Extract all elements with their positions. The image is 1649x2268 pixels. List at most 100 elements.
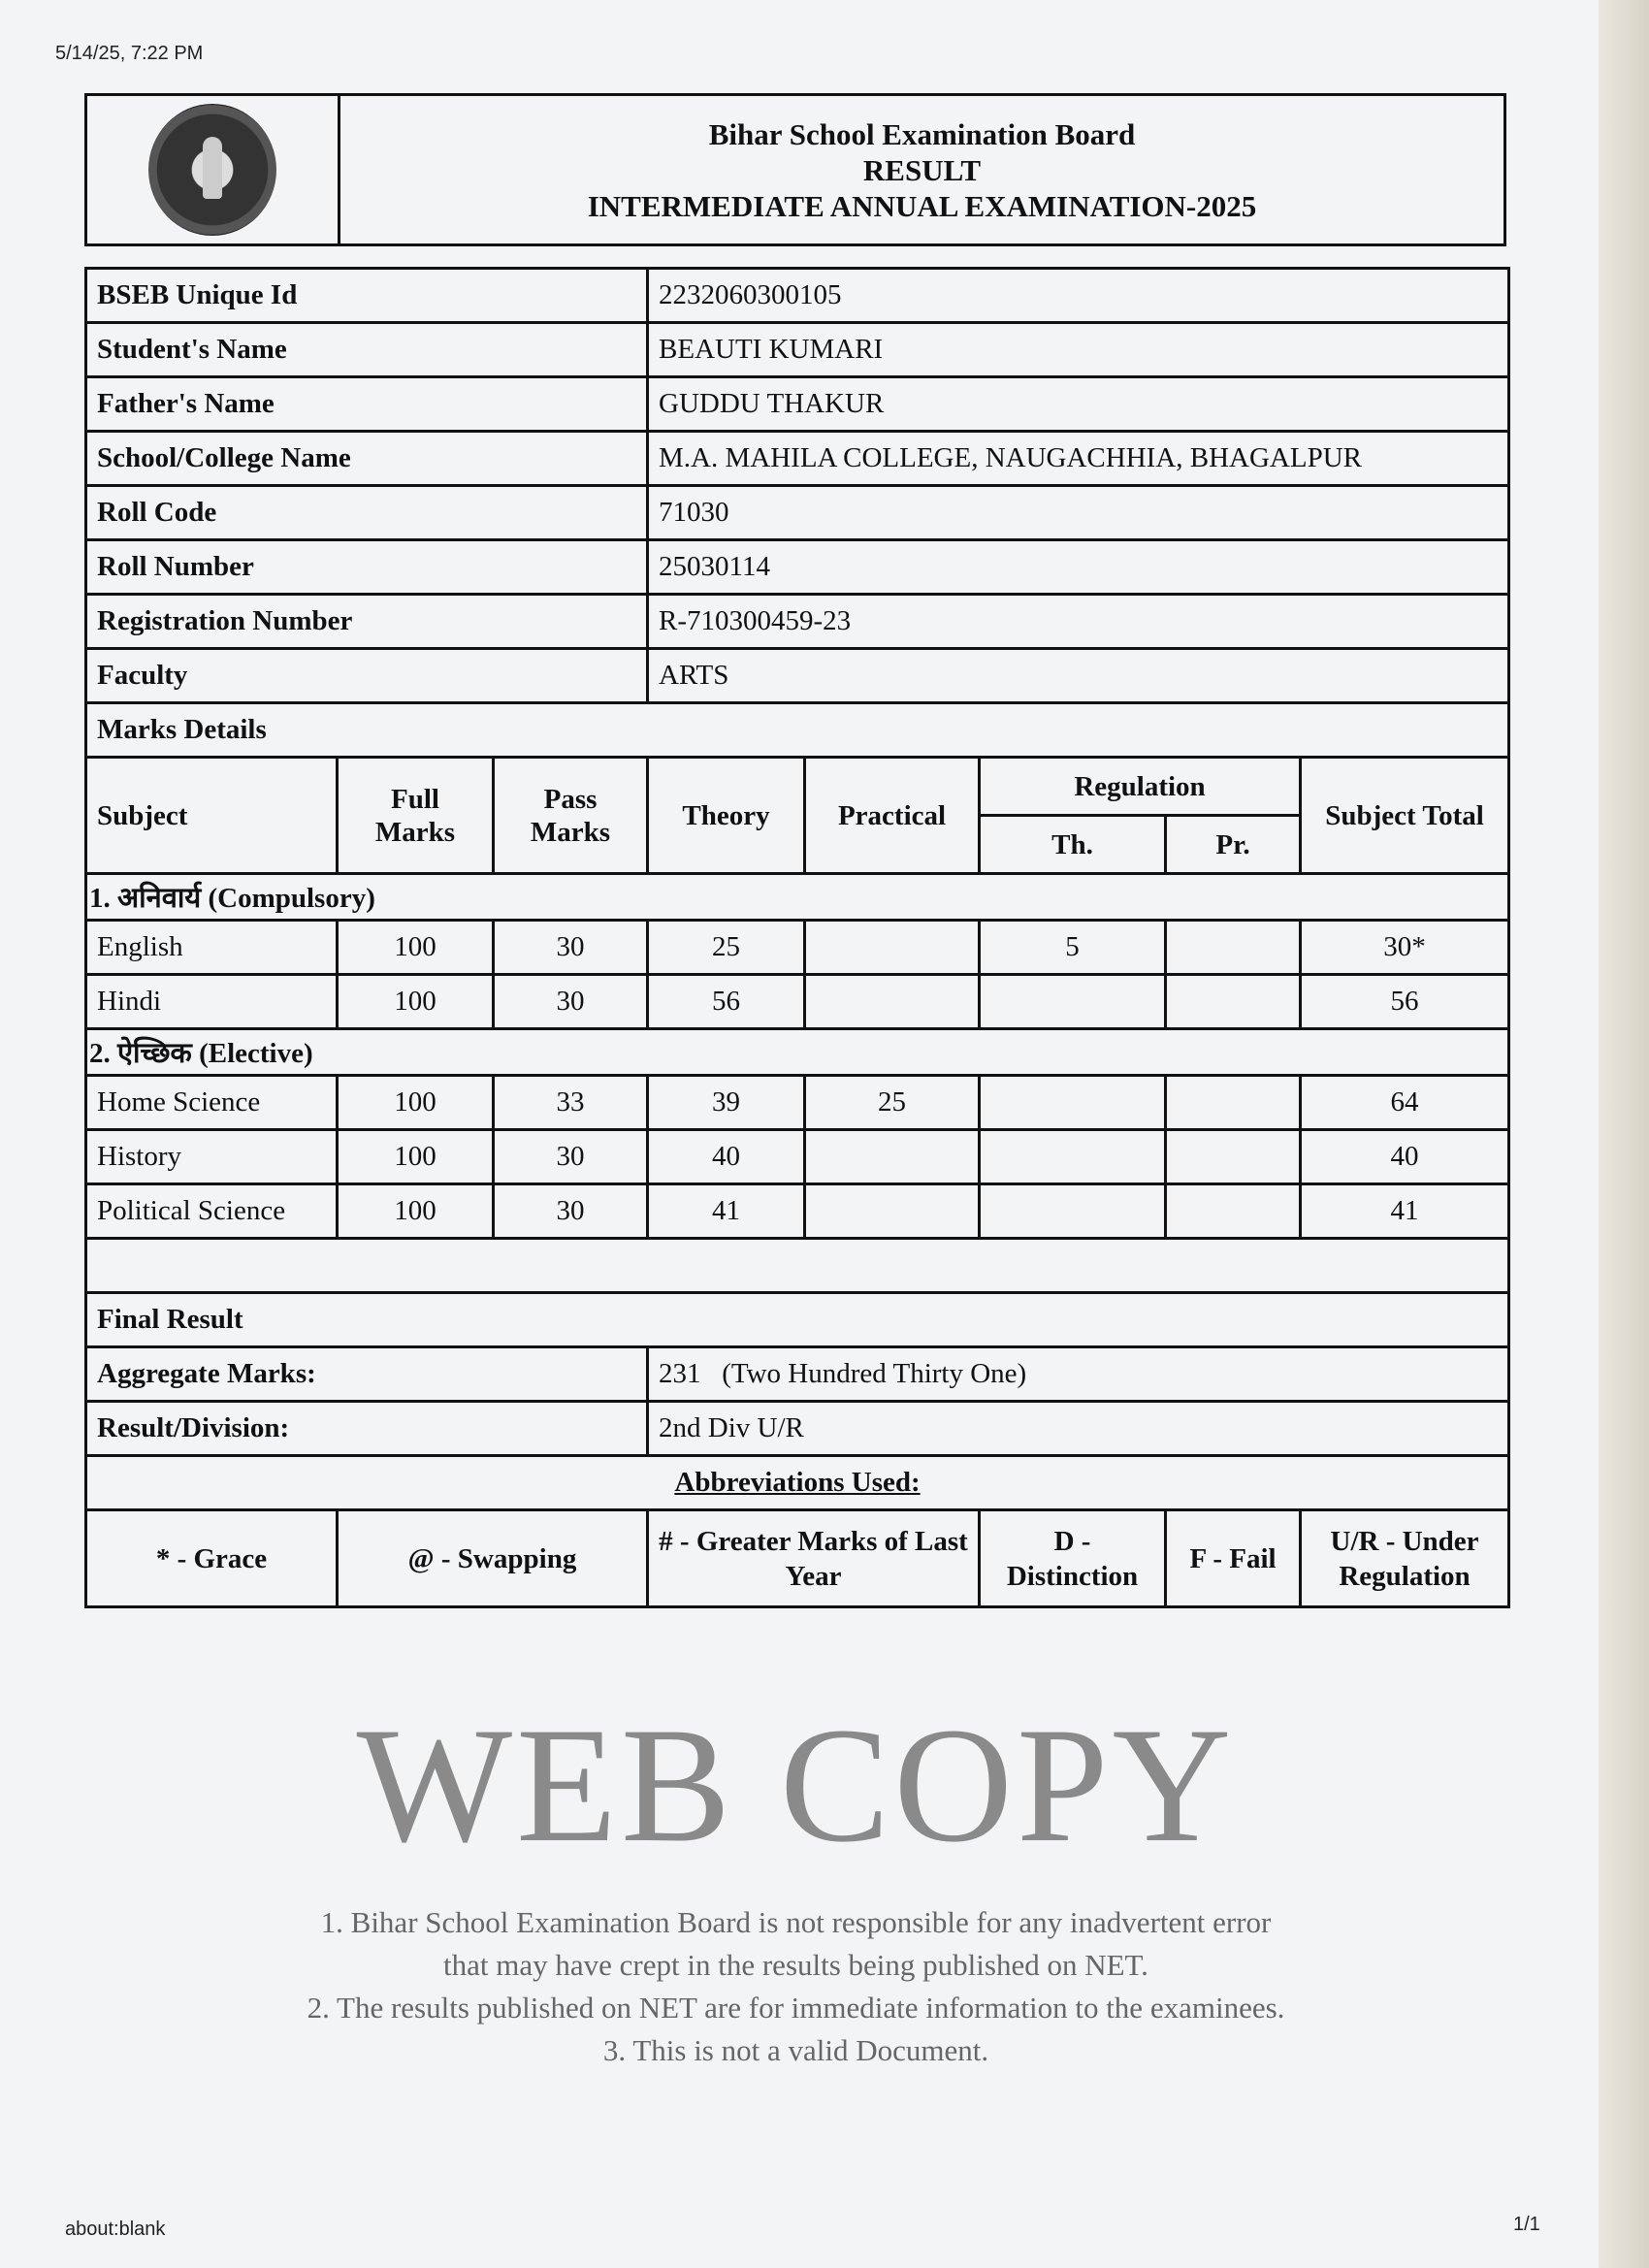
regulation-pr <box>1164 1128 1303 1185</box>
info-row: School/College Name M.A. MAHILA COLLEGE, … <box>83 430 1511 487</box>
col-practical: Practical <box>803 756 982 875</box>
pass-marks: 30 <box>491 919 650 976</box>
info-row: Father's Name GUDDU THAKUR <box>83 375 1511 433</box>
full-marks: 100 <box>336 973 495 1030</box>
subject-name: English <box>84 919 339 976</box>
info-value: R-710300459-23 <box>646 593 1511 650</box>
subject-total: 40 <box>1299 1128 1511 1185</box>
info-row: BSEB Unique Id 2232060300105 <box>83 267 1511 324</box>
regulation-th <box>978 1183 1168 1240</box>
info-row: Student's Name BEAUTI KUMARI <box>83 321 1511 378</box>
disclaimer-watermark: 1. Bihar School Examination Board is not… <box>84 1901 1507 2072</box>
col-subject-total: Subject Total <box>1299 756 1511 875</box>
board-name: Bihar School Examination Board <box>708 116 1136 151</box>
info-label: Registration Number <box>83 593 650 650</box>
scan-edge <box>1599 0 1649 2268</box>
practical-marks <box>803 1183 982 1240</box>
info-label: Student's Name <box>83 321 650 378</box>
logo-cell <box>87 96 340 243</box>
subject-name: Hindi <box>84 973 339 1030</box>
subject-total: 56 <box>1299 973 1511 1030</box>
full-marks: 100 <box>336 1183 495 1240</box>
info-value: 2232060300105 <box>646 267 1511 324</box>
info-label: Faculty <box>83 647 650 704</box>
subject-total: 30* <box>1299 919 1511 976</box>
aggregate-value: 231 <box>659 1358 701 1389</box>
subject-name: Political Science <box>84 1183 339 1240</box>
header-titles: Bihar School Examination Board RESULT IN… <box>340 96 1504 243</box>
col-subject: Subject <box>84 756 339 875</box>
full-marks: 100 <box>336 919 495 976</box>
col-full-marks: Full Marks <box>336 756 495 875</box>
result-table: BSEB Unique Id 2232060300105 Student's Nam… <box>83 267 1511 1608</box>
pass-marks: 30 <box>491 973 650 1030</box>
result-title: RESULT <box>862 152 982 187</box>
bseb-seal-logo <box>148 104 276 236</box>
watermark: WEB COPY 1. Bihar School Examination Boa… <box>84 1688 1507 2173</box>
regulation-pr <box>1164 973 1303 1030</box>
disclaimer-line: 2. The results published on NET are for … <box>307 1991 1285 2025</box>
info-label: Roll Code <box>83 484 650 541</box>
abbr-grace: * - Grace <box>84 1508 339 1608</box>
regulation-pr <box>1164 1074 1303 1131</box>
pass-marks: 33 <box>491 1074 650 1131</box>
abbr-swapping: @ - Swapping <box>335 1508 650 1608</box>
info-value: 25030114 <box>646 538 1511 596</box>
result-header: Bihar School Examination Board RESULT IN… <box>84 93 1506 246</box>
subject-row: History 100 30 40 40 <box>84 1128 1511 1185</box>
abbreviations-title-cell: Abbreviations Used: <box>83 1454 1511 1511</box>
regulation-th <box>978 1074 1168 1131</box>
practical-marks <box>803 1128 982 1185</box>
info-row: Faculty ARTS <box>83 647 1511 704</box>
division-value: 2nd Div U/R <box>646 1400 1511 1457</box>
marks-details-title: Marks Details <box>83 701 1511 759</box>
subject-total: 64 <box>1299 1074 1511 1131</box>
practical-marks <box>803 919 982 976</box>
compulsory-section: 1. अनिवार्य (Compulsory) <box>83 872 1511 922</box>
abbr-fail: F - Fail <box>1164 1508 1303 1608</box>
info-row: Roll Code 71030 <box>83 484 1511 541</box>
info-label: BSEB Unique Id <box>83 267 650 324</box>
print-timestamp: 5/14/25, 7:22 PM <box>55 43 204 64</box>
col-theory: Theory <box>646 756 807 875</box>
full-marks: 100 <box>336 1074 495 1131</box>
col-regulation: Regulation <box>978 756 1303 817</box>
info-value: M.A. MAHILA COLLEGE, NAUGACHHIA, BHAGALP… <box>646 430 1511 487</box>
pass-marks: 30 <box>491 1128 650 1185</box>
page-count: 1/1 <box>1513 2214 1540 2235</box>
col-reg-pr: Pr. <box>1164 814 1303 875</box>
info-row: Registration Number R-710300459-23 <box>83 593 1511 650</box>
aggregate-words: (Two Hundred Thirty One) <box>722 1358 1027 1389</box>
info-value: ARTS <box>646 647 1511 704</box>
info-label: School/College Name <box>83 430 650 487</box>
regulation-th: 5 <box>978 919 1168 976</box>
theory-marks: 40 <box>646 1128 807 1185</box>
print-url: about:blank <box>65 2219 166 2240</box>
practical-marks: 25 <box>803 1074 982 1131</box>
subject-row: Hindi 100 30 56 56 <box>84 973 1511 1030</box>
exam-title: INTERMEDIATE ANNUAL EXAMINATION-2025 <box>587 188 1257 223</box>
full-marks: 100 <box>336 1128 495 1185</box>
abbr-greater-marks: # - Greater Marks of Last Year <box>646 1508 982 1608</box>
abbr-distinction: D - Distinction <box>978 1508 1168 1608</box>
regulation-pr <box>1164 919 1303 976</box>
theory-marks: 25 <box>646 919 807 976</box>
regulation-th <box>978 973 1168 1030</box>
subject-name: History <box>84 1128 339 1185</box>
disclaimer-line: 3. This is not a valid Document. <box>602 2033 989 2067</box>
aggregate-label: Aggregate Marks: <box>83 1345 650 1403</box>
abbreviations-title: Abbreviations Used: <box>674 1467 921 1498</box>
pass-marks: 30 <box>491 1183 650 1240</box>
subject-total: 41 <box>1299 1183 1511 1240</box>
web-copy-watermark: WEB COPY <box>356 1694 1236 1876</box>
col-reg-th: Th. <box>978 814 1168 875</box>
abbr-under-regulation: U/R - Under Regulation <box>1299 1508 1511 1608</box>
disclaimer-line: 1. Bihar School Examination Board is not… <box>320 1905 1272 1939</box>
division-label: Result/Division: <box>83 1400 650 1457</box>
theory-marks: 41 <box>646 1183 807 1240</box>
blank-row <box>83 1237 1511 1294</box>
col-pass-marks: Pass Marks <box>491 756 650 875</box>
info-value: 71030 <box>646 484 1511 541</box>
info-value: BEAUTI KUMARI <box>646 321 1511 378</box>
final-result-title: Final Result <box>83 1291 1511 1348</box>
